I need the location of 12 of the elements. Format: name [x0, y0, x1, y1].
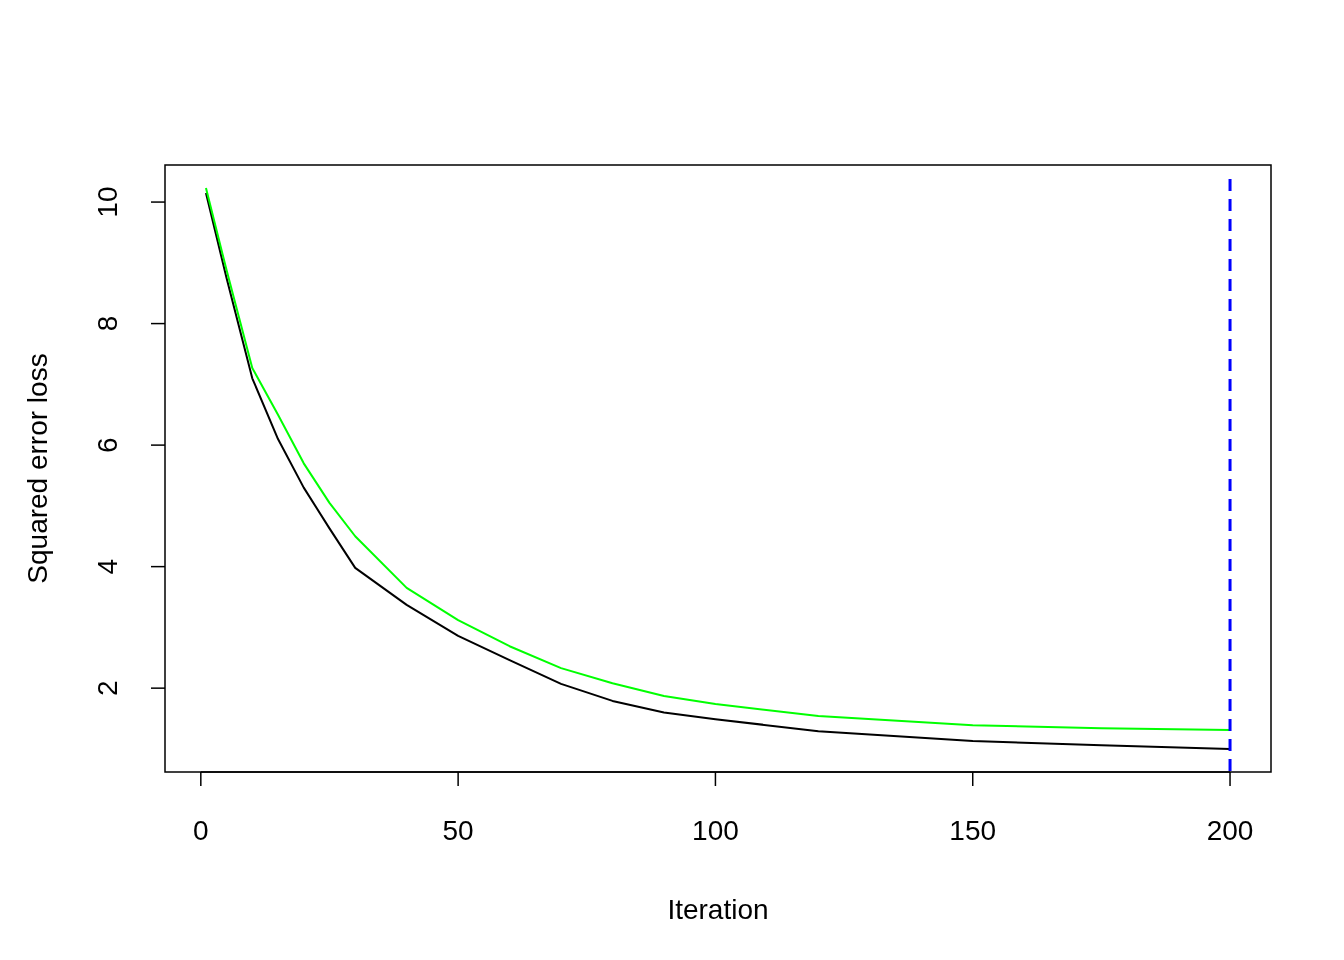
y-tick-label: 4	[92, 558, 124, 575]
y-axis-title: Squared error loss	[22, 353, 54, 584]
x-tick-label: 200	[1206, 815, 1254, 846]
x-tick-label: 50	[442, 815, 474, 846]
x-tick-label: 100	[692, 815, 739, 846]
y-tick-label: 6	[92, 437, 124, 453]
y-tick-label: 10	[92, 186, 124, 218]
x-tick-label: 150	[949, 815, 997, 846]
x-tick-label: 0	[193, 815, 209, 846]
y-tick-label: 8	[92, 315, 124, 332]
x-axis-title: Iteration	[667, 894, 769, 925]
y-tick-label: 2	[92, 680, 124, 696]
